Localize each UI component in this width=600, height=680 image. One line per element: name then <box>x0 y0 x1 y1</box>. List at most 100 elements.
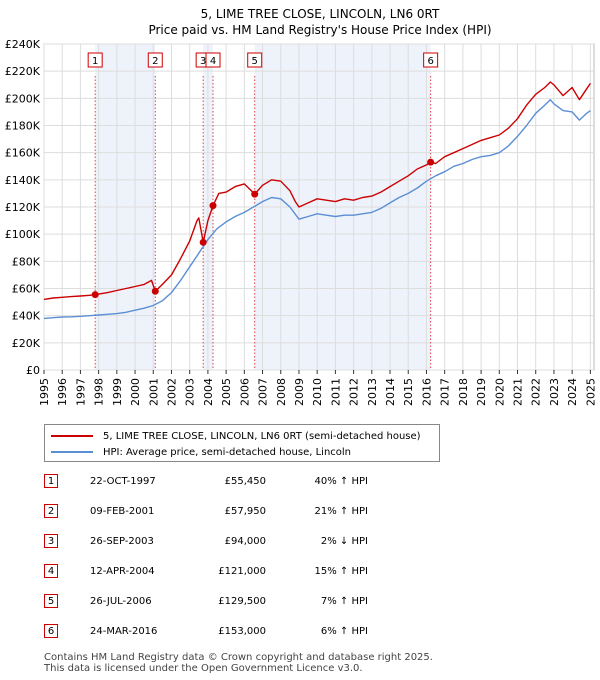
row-price: £153,000 <box>218 626 266 637</box>
row-hpi-change: 21% ↑ HPI <box>314 506 368 517</box>
x-tick-label: 2011 <box>329 378 342 406</box>
row-price: £94,000 <box>224 536 266 547</box>
x-tick-label: 2006 <box>238 378 251 406</box>
x-tick-label: 2004 <box>202 378 215 406</box>
x-tick-label: 2012 <box>348 378 361 406</box>
row-price: £57,950 <box>224 506 266 517</box>
row-number-badge: 6 <box>44 624 58 638</box>
hpi-line <box>43 99 591 320</box>
footer-line-1: Contains HM Land Registry data © Crown c… <box>44 652 433 663</box>
legend: 5, LIME TREE CLOSE, LINCOLN, LN6 0RT (se… <box>44 424 440 462</box>
x-tick-label: 2003 <box>184 378 197 406</box>
x-tick-label: 2021 <box>512 378 525 406</box>
legend-swatch-property <box>51 435 93 437</box>
table-row: 1 22-OCT-1997 £55,450 40% ↑ HPI <box>44 474 464 490</box>
x-tick-label: 2005 <box>220 378 233 406</box>
x-tick-label: 1996 <box>56 378 69 406</box>
sale-marker-number: 3 <box>200 56 206 67</box>
x-tick-label: 2025 <box>584 378 597 406</box>
y-tick-label: £200K <box>5 92 41 105</box>
row-hpi-change: 40% ↑ HPI <box>314 476 368 487</box>
y-tick-label: £180K <box>5 120 41 133</box>
x-tick-label: 2015 <box>402 378 415 406</box>
x-tick-label: 2002 <box>165 378 178 406</box>
row-number-badge: 4 <box>44 564 58 578</box>
x-tick-label: 2000 <box>129 378 142 406</box>
x-tick-label: 2007 <box>257 378 270 406</box>
sale-marker-lines <box>94 76 432 370</box>
y-tick-label: £60K <box>12 283 41 296</box>
table-row: 3 26-SEP-2003 £94,000 2% ↓ HPI <box>44 534 464 550</box>
sale-points <box>91 158 435 299</box>
sale-marker-number: 5 <box>252 56 258 67</box>
y-tick-label: £20K <box>12 337 41 350</box>
sale-marker-number: 2 <box>152 56 158 67</box>
x-axis: 1995 1996 1997 1998 1999 2000 2001 2002 2003 2004… <box>38 370 597 406</box>
legend-label-hpi: HPI: Average price, semi-detached house,… <box>103 446 352 458</box>
sale-marker-box <box>87 52 103 68</box>
x-tick-label: 2010 <box>311 378 324 406</box>
y-tick-label: £0 <box>26 364 40 377</box>
row-hpi-change: 7% ↑ HPI <box>320 596 368 607</box>
row-date: 26-SEP-2003 <box>90 536 154 547</box>
y-tick-label: £120K <box>5 201 41 214</box>
x-tick-label: 2001 <box>147 378 160 406</box>
sale-point <box>91 291 99 299</box>
sale-point <box>251 190 259 198</box>
footer-attribution: Contains HM Land Registry data © Crown c… <box>44 652 433 674</box>
row-hpi-change: 15% ↑ HPI <box>314 566 368 577</box>
legend-label-property: 5, LIME TREE CLOSE, LINCOLN, LN6 0RT (se… <box>103 430 421 442</box>
x-tick-label: 2018 <box>457 378 470 406</box>
legend-item-hpi: HPI: Average price, semi-detached house,… <box>51 445 351 459</box>
sale-point <box>151 287 159 295</box>
x-tick-label: 2014 <box>384 378 397 406</box>
x-tick-label: 2023 <box>548 378 561 406</box>
row-price: £129,500 <box>218 596 266 607</box>
legend-item-property: 5, LIME TREE CLOSE, LINCOLN, LN6 0RT (se… <box>51 429 421 443</box>
row-number-badge: 2 <box>44 504 58 518</box>
row-date: 12-APR-2004 <box>90 566 155 577</box>
row-hpi-change: 6% ↑ HPI <box>320 626 368 637</box>
price-chart: 5, LIME TREE CLOSE, LINCOLN, LN6 0RT Pri… <box>5 7 598 406</box>
sale-marker-number: 4 <box>210 56 216 67</box>
sale-marker-box <box>423 52 439 68</box>
grid-lines <box>43 43 594 371</box>
sale-point <box>209 202 217 210</box>
row-date: 22-OCT-1997 <box>90 476 156 487</box>
row-number-badge: 3 <box>44 534 58 548</box>
row-number-badge: 1 <box>44 474 58 488</box>
y-tick-label: £160K <box>5 147 41 160</box>
table-row: 2 09-FEB-2001 £57,950 21% ↑ HPI <box>44 504 464 520</box>
y-axis: £0 £20K £40K £60K £80K £100K £120K £140K £160K £1… <box>5 38 41 377</box>
sale-marker-box <box>147 52 163 68</box>
x-tick-label: 2008 <box>275 378 288 406</box>
x-tick-label: 2013 <box>366 378 379 406</box>
y-tick-label: £140K <box>5 174 41 187</box>
row-price: £121,000 <box>218 566 266 577</box>
chart-subtitle: Price paid vs. HM Land Registry's House … <box>148 23 491 37</box>
y-tick-label: £240K <box>5 38 41 51</box>
x-tick-label: 2016 <box>420 378 433 406</box>
row-date: 26-JUL-2006 <box>90 596 152 607</box>
chart-title: 5, LIME TREE CLOSE, LINCOLN, LN6 0RT <box>201 7 440 21</box>
sale-marker-number: 6 <box>427 56 433 67</box>
x-tick-label: 2017 <box>439 378 452 406</box>
sale-marker-box <box>247 52 263 68</box>
sale-marker-number: 1 <box>92 56 98 67</box>
x-tick-label: 2024 <box>566 378 579 406</box>
x-tick-label: 1997 <box>74 378 87 406</box>
row-date: 24-MAR-2016 <box>90 626 158 637</box>
x-tick-label: 2019 <box>475 378 488 406</box>
x-tick-label: 1998 <box>93 378 106 406</box>
y-tick-label: £220K <box>5 65 41 78</box>
y-tick-label: £100K <box>5 228 41 241</box>
row-price: £55,450 <box>224 476 266 487</box>
row-date: 09-FEB-2001 <box>90 506 155 517</box>
x-tick-label: 2009 <box>293 378 306 406</box>
y-tick-label: £40K <box>12 310 41 323</box>
y-tick-label: £80K <box>12 255 41 268</box>
footer-line-2: This data is licensed under the Open Gov… <box>44 663 363 674</box>
property-price-line <box>43 81 591 301</box>
series-lines <box>43 81 591 320</box>
row-number-badge: 5 <box>44 594 58 608</box>
